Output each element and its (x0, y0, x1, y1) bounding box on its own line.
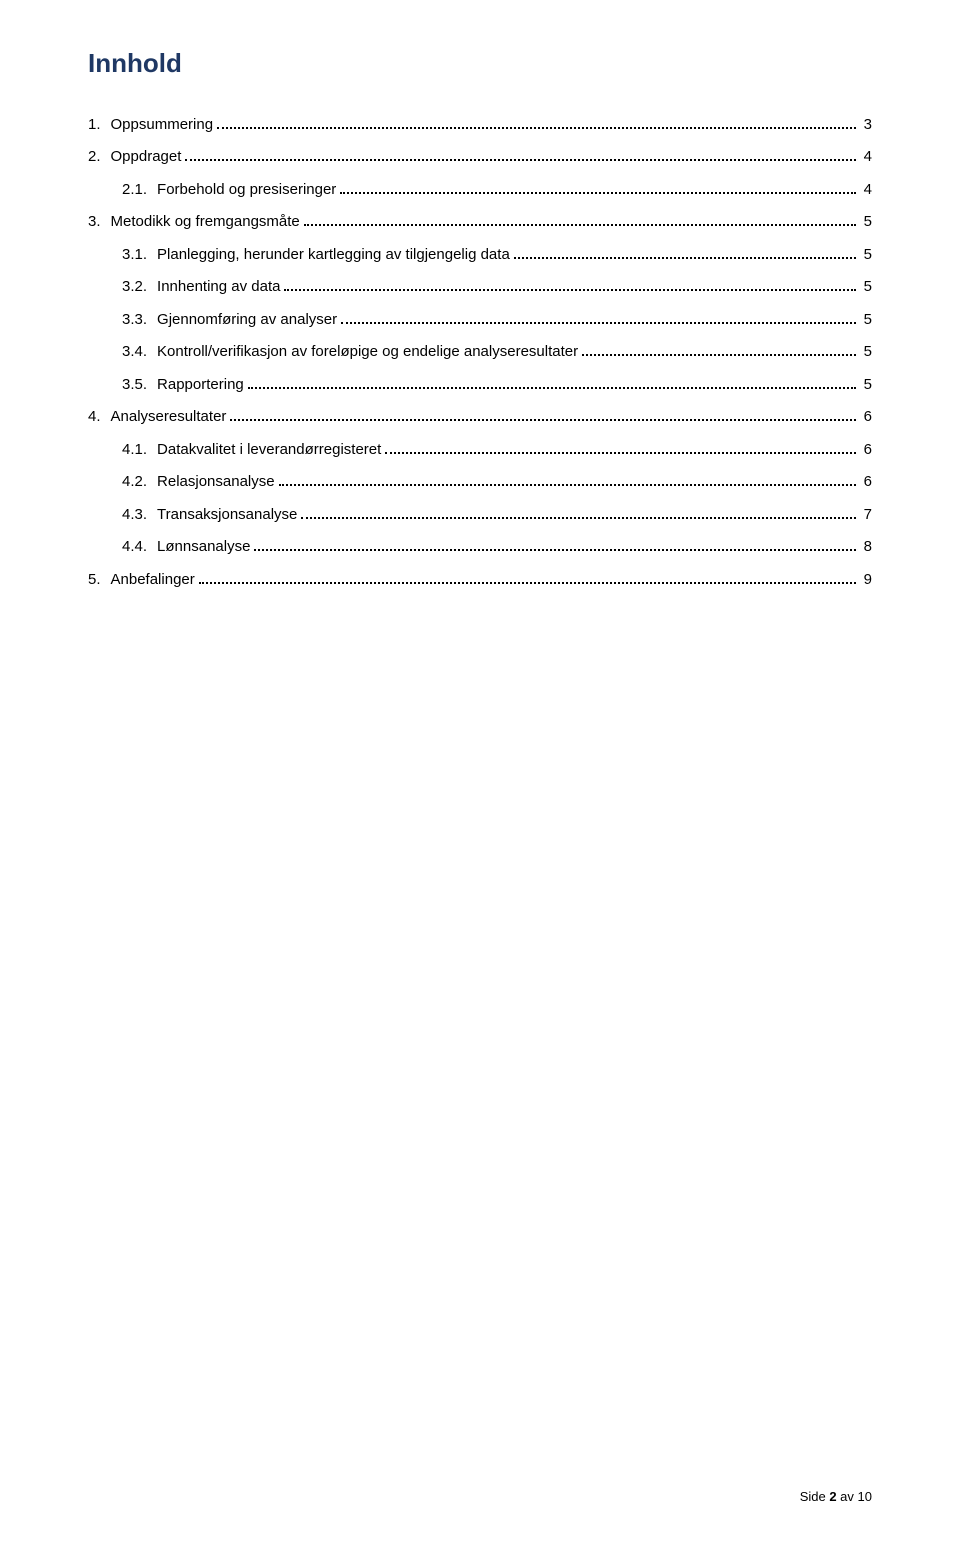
toc-entry-label: Transaksjonsanalyse (157, 507, 297, 522)
toc-leader-dots (217, 113, 856, 129)
toc-entry: 2.1.Forbehold og presiseringer 4 (88, 178, 872, 197)
toc-leader-dots (284, 276, 855, 292)
toc-leader-dots (582, 341, 856, 357)
toc-entry-page: 4 (860, 149, 872, 164)
toc-entry-page: 8 (860, 539, 872, 554)
toc-entry-number: 3.3. (88, 312, 157, 327)
toc-entry-page: 5 (860, 377, 872, 392)
toc-entry: 3.1.Planlegging, herunder kartlegging av… (88, 243, 872, 262)
toc-entry-number: 1. (88, 117, 111, 132)
toc-leader-dots (254, 536, 855, 552)
toc-leader-dots (340, 178, 855, 194)
toc-leader-dots (341, 308, 856, 324)
toc-leader-dots (301, 503, 855, 519)
toc-entry-number: 4.3. (88, 507, 157, 522)
toc-entry-page: 5 (860, 344, 872, 359)
toc-entry-number: 5. (88, 572, 111, 587)
toc-entry-page: 6 (860, 409, 872, 424)
toc-leader-dots (248, 373, 856, 389)
toc-entry: 4.1.Datakvalitet i leverandørregisteret 6 (88, 438, 872, 457)
toc-entry: 3.Metodikk og fremgangsmåte 5 (88, 211, 872, 230)
footer-sep: av (837, 1489, 858, 1504)
toc-leader-dots (279, 471, 856, 487)
toc-entry-label: Gjennomføring av analyser (157, 312, 337, 327)
toc-entry-label: Rapportering (157, 377, 244, 392)
toc-entry-page: 5 (860, 214, 872, 229)
toc-entry-label: Analyseresultater (111, 409, 227, 424)
toc-entry-label: Planlegging, herunder kartlegging av til… (157, 247, 510, 262)
toc-leader-dots (385, 438, 855, 454)
toc-entry-number: 3. (88, 214, 111, 229)
toc-entry-page: 5 (860, 279, 872, 294)
toc-title: Innhold (88, 48, 872, 79)
footer-prefix: Side (800, 1489, 830, 1504)
table-of-contents: 1.Oppsummering32.Oppdraget42.1.Forbehold… (88, 113, 872, 587)
toc-entry-number: 3.1. (88, 247, 157, 262)
toc-entry-number: 4.1. (88, 442, 157, 457)
toc-entry: 3.2.Innhenting av data 5 (88, 276, 872, 295)
toc-entry-page: 5 (860, 247, 872, 262)
toc-entry-number: 2. (88, 149, 111, 164)
toc-entry-number: 4. (88, 409, 111, 424)
toc-entry-label: Lønnsanalyse (157, 539, 250, 554)
toc-entry-page: 3 (860, 117, 872, 132)
toc-leader-dots (230, 406, 855, 422)
toc-entry-number: 3.5. (88, 377, 157, 392)
toc-entry: 2.Oppdraget 4 (88, 146, 872, 165)
toc-entry-label: Oppdraget (111, 149, 182, 164)
toc-entry-number: 3.4. (88, 344, 157, 359)
toc-entry-page: 4 (860, 182, 872, 197)
toc-entry-page: 5 (860, 312, 872, 327)
toc-entry-label: Innhenting av data (157, 279, 280, 294)
toc-leader-dots (304, 211, 856, 227)
toc-entry-label: Forbehold og presiseringer (157, 182, 336, 197)
footer-total-pages: 10 (858, 1489, 872, 1504)
toc-entry-label: Datakvalitet i leverandørregisteret (157, 442, 381, 457)
toc-entry-number: 4.4. (88, 539, 157, 554)
toc-entry-label: Kontroll/verifikasjon av foreløpige og e… (157, 344, 578, 359)
toc-leader-dots (199, 568, 856, 584)
toc-entry: 5.Anbefalinger 9 (88, 568, 872, 587)
toc-entry-number: 2.1. (88, 182, 157, 197)
toc-entry-label: Oppsummering (111, 117, 214, 132)
footer-current-page: 2 (829, 1489, 836, 1504)
toc-entry: 4.4.Lønnsanalyse 8 (88, 536, 872, 555)
toc-entry-number: 3.2. (88, 279, 157, 294)
toc-entry-page: 6 (860, 474, 872, 489)
toc-entry-number: 4.2. (88, 474, 157, 489)
toc-entry: 4.2.Relasjonsanalyse 6 (88, 471, 872, 490)
document-page: Innhold 1.Oppsummering32.Oppdraget42.1.F… (0, 0, 960, 1550)
toc-entry: 3.5.Rapportering 5 (88, 373, 872, 392)
toc-entry: 4.Analyseresultater 6 (88, 406, 872, 425)
toc-entry-label: Anbefalinger (111, 572, 195, 587)
toc-entry: 3.4.Kontroll/verifikasjon av foreløpige … (88, 341, 872, 360)
toc-entry-label: Relasjonsanalyse (157, 474, 275, 489)
toc-entry: 1.Oppsummering 3 (88, 113, 872, 132)
toc-entry-label: Metodikk og fremgangsmåte (111, 214, 300, 229)
page-footer: Side 2 av 10 (800, 1489, 872, 1504)
toc-leader-dots (514, 243, 856, 259)
toc-entry: 4.3.Transaksjonsanalyse 7 (88, 503, 872, 522)
toc-entry-page: 9 (860, 572, 872, 587)
toc-entry-page: 6 (860, 442, 872, 457)
toc-leader-dots (185, 146, 855, 162)
toc-entry: 3.3.Gjennomføring av analyser 5 (88, 308, 872, 327)
toc-entry-page: 7 (860, 507, 872, 522)
